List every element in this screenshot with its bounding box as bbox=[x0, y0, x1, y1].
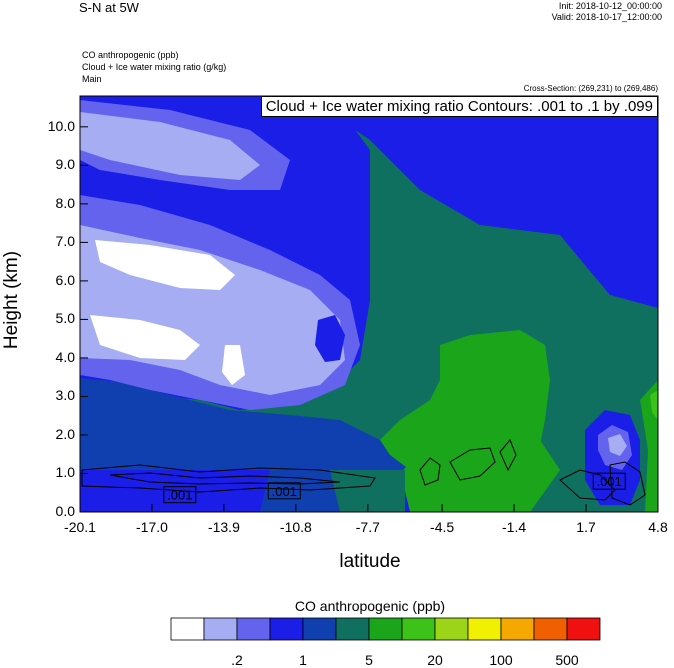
y-tick-label: 1.0 bbox=[55, 464, 75, 481]
x-tick-label: -13.9 bbox=[207, 519, 240, 535]
y-axis-label: Height (km) bbox=[1, 250, 22, 350]
x-tick-label: 4.8 bbox=[648, 519, 668, 535]
contour-line-5 bbox=[499, 439, 517, 472]
valid-time: Valid: 2018-10-17_12:00:00 bbox=[551, 12, 662, 22]
field-region-lightgreen-right bbox=[650, 390, 658, 420]
field-region-lavender-top bbox=[80, 112, 260, 180]
colorbar-swatch bbox=[170, 617, 205, 641]
field-region-upper-blue bbox=[80, 96, 658, 308]
contour-label-box bbox=[163, 486, 197, 504]
axis-ticks bbox=[79, 126, 659, 513]
colorbar-swatch bbox=[467, 617, 502, 641]
contour-labels: .001 .001 .001 bbox=[163, 472, 626, 504]
colorbar-swatch bbox=[533, 617, 568, 641]
y-tick-label: 7.0 bbox=[55, 233, 75, 250]
colorbar-label: 20 bbox=[427, 652, 443, 668]
contour-label: .001 bbox=[167, 488, 192, 503]
colorbar-swatch bbox=[566, 617, 601, 641]
colorbar-swatch bbox=[500, 617, 535, 641]
colorbar-label: 500 bbox=[555, 652, 579, 668]
contour-line-1 bbox=[81, 464, 376, 493]
field-region-white-core-1 bbox=[95, 240, 235, 290]
colorbar-swatch bbox=[269, 617, 304, 641]
y-tick-label: 0.0 bbox=[55, 503, 75, 519]
y-tick-label: 8.0 bbox=[55, 194, 75, 211]
field-region-white-core-2 bbox=[90, 315, 200, 360]
contour-label-box bbox=[592, 472, 626, 490]
main-title: S-N at 5W bbox=[79, 0, 139, 15]
colorbar-swatch bbox=[335, 617, 370, 641]
colorbar-label: .2 bbox=[231, 652, 243, 668]
contour-line-3 bbox=[419, 457, 441, 486]
y-tick-label: 10.0 bbox=[47, 117, 75, 134]
colorbar: .2 1 5 20 100 500 bbox=[170, 617, 601, 668]
colorbar-label: 1 bbox=[299, 652, 307, 668]
contour-title: Cloud + Ice water mixing ratio Contours:… bbox=[260, 96, 658, 117]
contour-line-4 bbox=[449, 447, 496, 481]
colorbar-swatch bbox=[368, 617, 403, 641]
field-region-dark-blue bbox=[80, 378, 420, 485]
x-tick-label: -20.1 bbox=[64, 519, 96, 535]
colorbar-label: 100 bbox=[489, 652, 513, 668]
field-region-bottom-teal bbox=[330, 470, 405, 512]
y-tick-label: 4.0 bbox=[55, 348, 75, 365]
y-tick-label: 5.0 bbox=[55, 310, 75, 327]
contour-lines bbox=[81, 439, 646, 506]
y-tick-label: 3.0 bbox=[55, 387, 75, 404]
contour-label: .001 bbox=[272, 484, 297, 499]
colorbar-label: 5 bbox=[365, 652, 373, 668]
y-tick-label: 2.0 bbox=[55, 425, 75, 442]
y-tick-label: 9.0 bbox=[55, 156, 75, 173]
filled-field bbox=[80, 96, 658, 512]
x-tick-label: -17.0 bbox=[135, 519, 168, 535]
field-region-white-core-3 bbox=[222, 345, 245, 385]
contour-line-2 bbox=[109, 472, 341, 485]
init-time: Init: 2018-10-12_00:00:00 bbox=[558, 1, 662, 11]
field-label-co: CO anthropogenic (ppb) bbox=[82, 50, 179, 60]
x-tick-label: -10.8 bbox=[279, 519, 312, 535]
contour-line-6 bbox=[559, 469, 616, 501]
x-tick-label: -7.7 bbox=[355, 519, 380, 535]
colorbar-swatch bbox=[434, 617, 469, 641]
contour-label-box bbox=[267, 482, 301, 500]
contour-label: .001 bbox=[597, 474, 622, 489]
contour-line-7 bbox=[609, 461, 646, 506]
x-tick-label: -1.4 bbox=[502, 519, 527, 535]
field-region-right-blob-lavender bbox=[608, 434, 627, 456]
y-tick-label: 6.0 bbox=[55, 271, 75, 288]
field-region-blue-blob bbox=[315, 315, 345, 362]
field-label-cloud: Cloud + Ice water mixing ratio (g/kg) bbox=[82, 62, 227, 72]
colorbar-swatch bbox=[302, 617, 337, 641]
x-tick-label: -4.5 bbox=[430, 519, 455, 535]
colorbar-title: CO anthropogenic (ppb) bbox=[294, 598, 446, 614]
x-axis-label: latitude bbox=[339, 551, 401, 572]
cross-section-label: Cross-Section: (269,231) to (269,486) bbox=[523, 84, 658, 93]
colorbar-swatch bbox=[236, 617, 271, 641]
field-label-main: Main bbox=[82, 74, 102, 84]
colorbar-swatch bbox=[203, 617, 238, 641]
colorbar-swatch bbox=[401, 617, 436, 641]
x-tick-label: 1.7 bbox=[576, 519, 596, 535]
